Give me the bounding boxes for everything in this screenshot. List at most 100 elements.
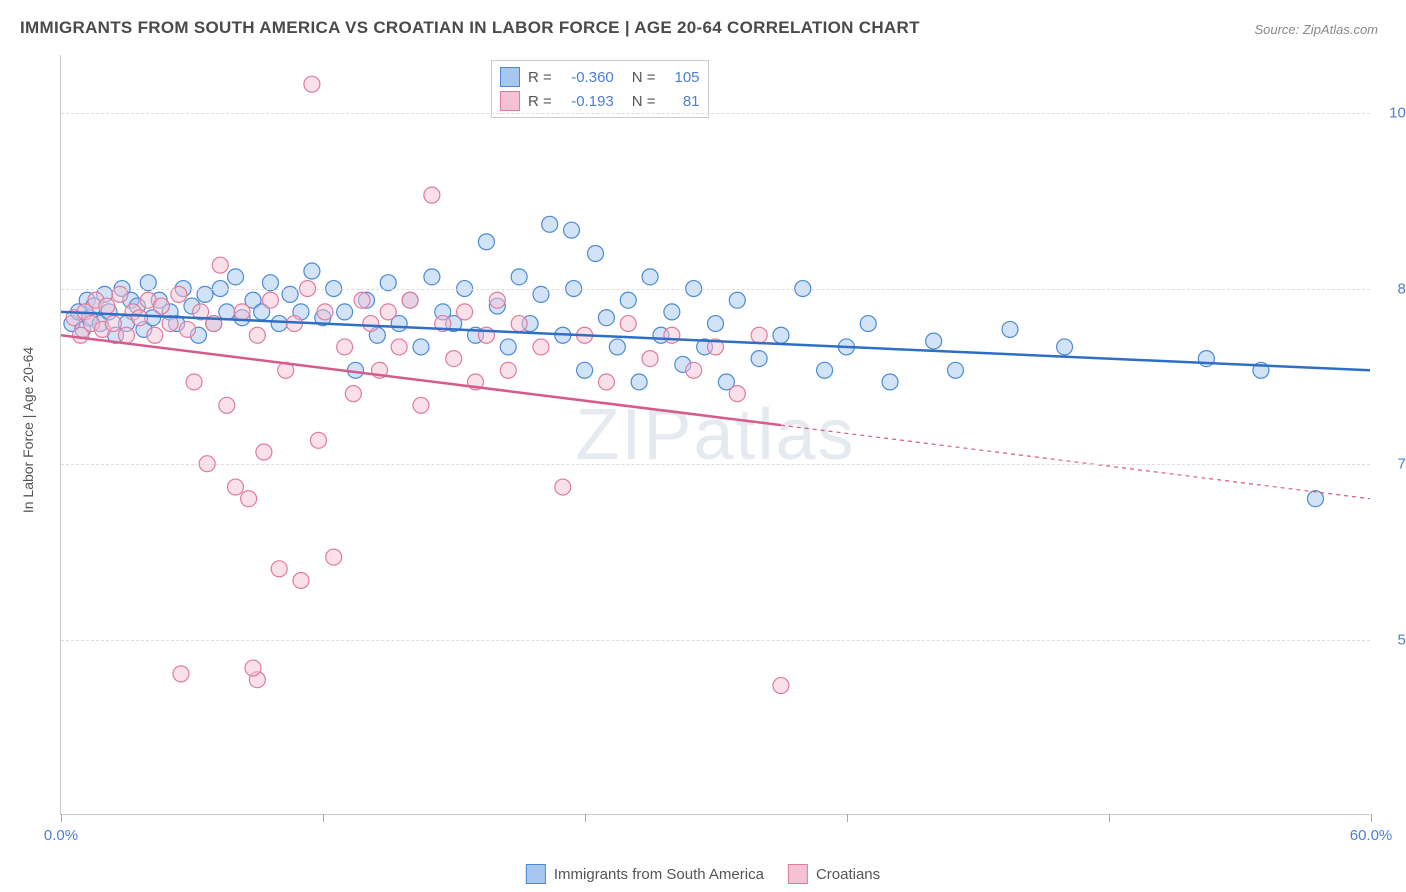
plot-area: ZIPatlas R =-0.360N =105R =-0.193N = 81 … (60, 55, 1370, 815)
scatter-point (245, 660, 261, 676)
legend-swatch (500, 91, 520, 111)
legend-swatch (526, 864, 546, 884)
scatter-point (212, 257, 228, 273)
scatter-point (99, 298, 115, 314)
scatter-point (186, 374, 202, 390)
x-tick (1109, 814, 1110, 822)
scatter-point (817, 362, 833, 378)
stats-row: R = -0.360 N = 105 (500, 65, 700, 89)
scatter-point (262, 292, 278, 308)
scatter-point (533, 339, 549, 355)
x-tick (1371, 814, 1372, 822)
scatter-point (153, 298, 169, 314)
x-tick-label: 60.0% (1350, 827, 1393, 844)
correlation-stats-box: R = -0.360 N = 105 R = -0.193 N = 81 (491, 60, 709, 118)
bottom-legend: Immigrants from South America Croatians (526, 864, 880, 884)
scatter-point (228, 479, 244, 495)
scatter-point (256, 444, 272, 460)
scatter-point (598, 310, 614, 326)
scatter-point (310, 432, 326, 448)
r-value: -0.360 (560, 69, 614, 86)
scatter-point (686, 362, 702, 378)
y-axis-label: In Labor Force | Age 20-64 (20, 347, 36, 513)
scatter-point (304, 263, 320, 279)
scatter-point (642, 351, 658, 367)
scatter-point (642, 269, 658, 285)
scatter-point (751, 351, 767, 367)
scatter-point (631, 374, 647, 390)
x-tick (585, 814, 586, 822)
scatter-point (511, 269, 527, 285)
scatter-point (588, 246, 604, 262)
scatter-point (173, 666, 189, 682)
y-tick-label: 55.0% (1380, 631, 1406, 648)
scatter-point (219, 397, 235, 413)
scatter-point (391, 339, 407, 355)
scatter-point (118, 327, 134, 343)
scatter-point (1057, 339, 1073, 355)
scatter-point (424, 269, 440, 285)
r-label: R = (528, 69, 552, 86)
scatter-point (234, 304, 250, 320)
scatter-point (337, 339, 353, 355)
scatter-point (354, 292, 370, 308)
x-tick (61, 814, 62, 822)
scatter-point (241, 491, 257, 507)
scatter-point (664, 304, 680, 320)
scatter-point (424, 187, 440, 203)
y-tick-label: 100.0% (1380, 105, 1406, 122)
r-label: R = (528, 93, 552, 110)
scatter-point (708, 316, 724, 332)
legend-item: Croatians (788, 864, 880, 884)
legend-swatch (788, 864, 808, 884)
scatter-point (478, 234, 494, 250)
scatter-point (132, 310, 148, 326)
scatter-point (500, 362, 516, 378)
scatter-point (773, 678, 789, 694)
scatter-point (947, 362, 963, 378)
source-attribution: Source: ZipAtlas.com (1254, 22, 1378, 37)
r-value: -0.193 (560, 93, 614, 110)
scatter-point (180, 321, 196, 337)
gridline (61, 113, 1370, 114)
scatter-point (489, 292, 505, 308)
gridline (61, 289, 1370, 290)
scatter-point (271, 316, 287, 332)
n-value: 105 (664, 69, 700, 86)
x-tick (847, 814, 848, 822)
scatter-point (598, 374, 614, 390)
scatter-point (620, 292, 636, 308)
gridline (61, 640, 1370, 641)
n-value: 81 (664, 93, 700, 110)
legend-item: Immigrants from South America (526, 864, 764, 884)
n-label: N = (632, 69, 656, 86)
legend-label: Croatians (816, 866, 880, 883)
scatter-point (926, 333, 942, 349)
scatter-point (337, 304, 353, 320)
scatter-point (293, 572, 309, 588)
scatter-point (219, 304, 235, 320)
scatter-point (773, 327, 789, 343)
scatter-point (609, 339, 625, 355)
y-tick-label: 85.0% (1380, 280, 1406, 297)
scatter-point (249, 327, 265, 343)
chart-title: IMMIGRANTS FROM SOUTH AMERICA VS CROATIA… (20, 18, 920, 38)
x-tick-label: 0.0% (44, 827, 78, 844)
scatter-point (326, 549, 342, 565)
stats-row: R = -0.193 N = 81 (500, 89, 700, 113)
scatter-point (564, 222, 580, 238)
scatter-point (882, 374, 898, 390)
scatter-point (620, 316, 636, 332)
n-label: N = (632, 93, 656, 110)
scatter-point (413, 397, 429, 413)
scatter-point (380, 304, 396, 320)
scatter-point (446, 351, 462, 367)
scatter-point (413, 339, 429, 355)
scatter-point (542, 216, 558, 232)
scatter-point (105, 316, 121, 332)
scatter-point (860, 316, 876, 332)
scatter-point (304, 76, 320, 92)
scatter-point (457, 304, 473, 320)
scatter-point (317, 304, 333, 320)
chart-svg (61, 55, 1370, 814)
